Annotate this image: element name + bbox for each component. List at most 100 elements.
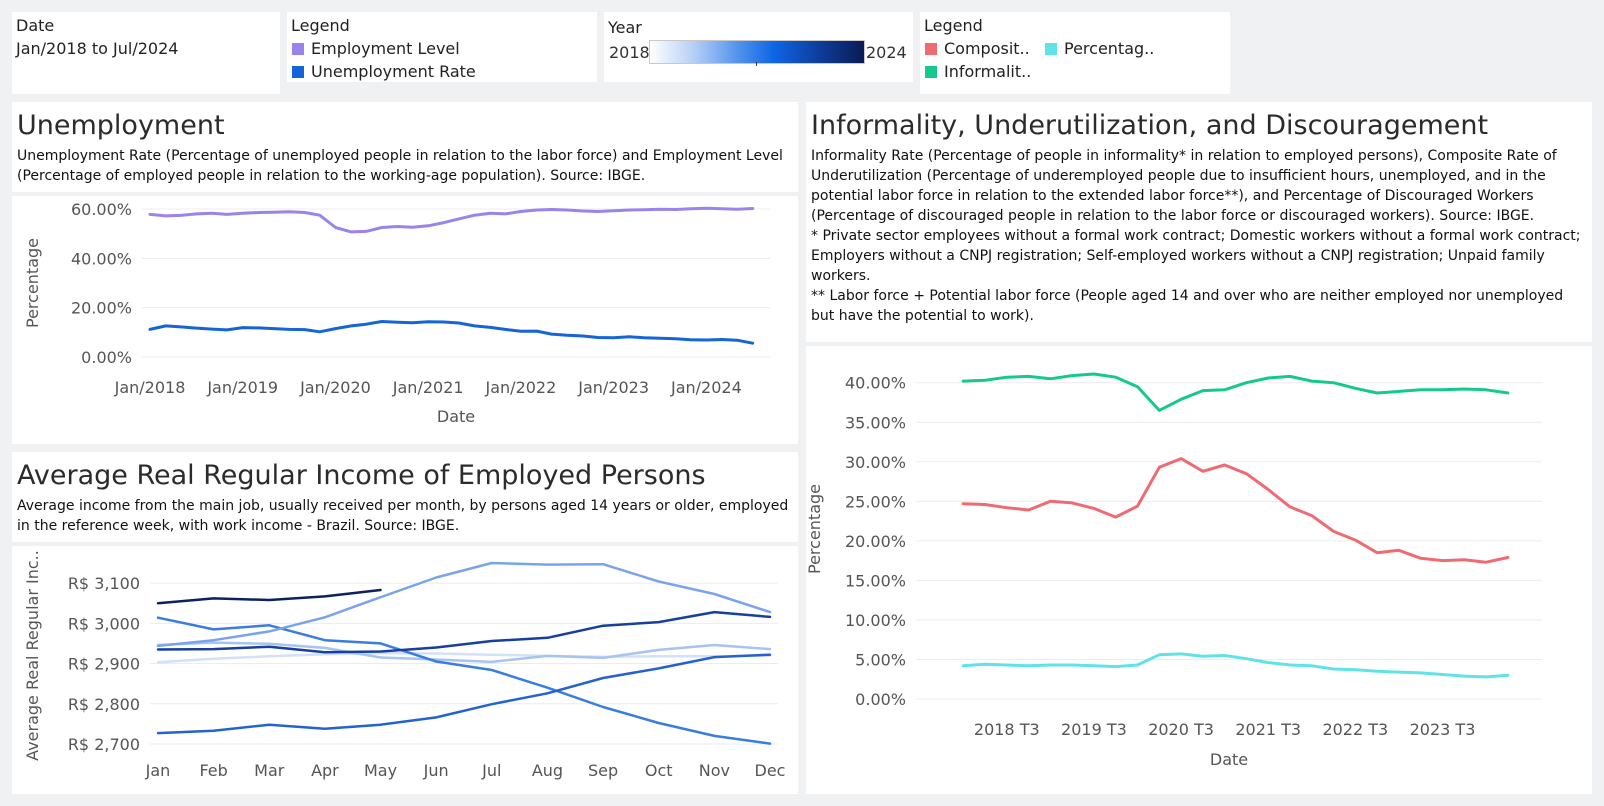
x-tick-label: Jan/2023 bbox=[577, 378, 649, 397]
informality-description-main: Informality Rate (Percentage of people i… bbox=[811, 148, 1557, 224]
year-color-scale: Year 2018 2024 bbox=[604, 12, 913, 82]
y-tick-label: 40.00% bbox=[71, 249, 132, 268]
y-tick-label: 10.00% bbox=[845, 611, 906, 630]
y-tick-label: 40.00% bbox=[845, 374, 906, 393]
series-line-informality-rate[interactable] bbox=[961, 372, 1510, 412]
date-filter[interactable]: Date Jan/2018 to Jul/2024 bbox=[12, 12, 280, 94]
legend-item-employment-level[interactable]: Employment Level bbox=[292, 39, 460, 58]
income-description: Average income from the main job, usuall… bbox=[17, 498, 789, 534]
income-chart-panel: R$ 2,700 R$ 2,800 R$ 2,900 R$ 3,000 R$ 3,100… bbox=[12, 546, 798, 794]
x-tick-label: Jan bbox=[145, 761, 171, 780]
unemployment-chart-panel: 0.00% 20.00% 40.00% 60.00% Jan/2018 Jan/2019 J… bbox=[12, 196, 798, 444]
year-gradient-bar[interactable] bbox=[649, 40, 865, 64]
y-tick-label: R$ 2,800 bbox=[68, 695, 140, 714]
series-line-unemployment-rate[interactable] bbox=[148, 320, 755, 345]
series-line-employment-level[interactable] bbox=[148, 206, 755, 234]
y-axis-title: Average Real Regular Inc.. bbox=[23, 550, 42, 761]
legend-swatch-percentage bbox=[1045, 43, 1057, 55]
legend-informality: Legend Composit.. Percentag.. Informalit… bbox=[920, 12, 1230, 94]
legend-item-label: Composit.. bbox=[944, 39, 1030, 58]
series-line-2024[interactable] bbox=[156, 588, 382, 605]
series-line-2020[interactable] bbox=[156, 616, 772, 745]
y-tick-label: 0.00% bbox=[81, 348, 132, 367]
x-tick-label: 2019 T3 bbox=[1061, 720, 1127, 739]
unemployment-header: Unemployment Unemployment Rate (Percenta… bbox=[12, 102, 798, 192]
series-line-2019[interactable] bbox=[156, 641, 772, 664]
series-line-percentage-of-discouraged-workers[interactable] bbox=[961, 652, 1510, 679]
informality-footnote-2: ** Labor force + Potential labor force (… bbox=[811, 288, 1564, 324]
x-tick-label: Oct bbox=[645, 761, 673, 780]
legend-swatch-employment-level bbox=[292, 43, 304, 55]
income-title: Average Real Regular Income of Employed … bbox=[17, 460, 706, 491]
x-tick-label: Nov bbox=[699, 761, 730, 780]
y-axis-title: Percentage bbox=[806, 484, 824, 574]
y-tick-label: R$ 3,100 bbox=[68, 574, 140, 593]
y-tick-label: 30.00% bbox=[845, 453, 906, 472]
y-tick-label: R$ 3,000 bbox=[68, 614, 140, 633]
x-tick-label: Apr bbox=[311, 761, 339, 780]
legend-swatch-unemployment-rate bbox=[292, 66, 304, 78]
date-filter-label: Date bbox=[16, 16, 55, 35]
legend-unemployment: Legend Employment Level Unemployment Rat… bbox=[287, 12, 597, 82]
y-tick-label: 20.00% bbox=[845, 532, 906, 551]
unemployment-chart[interactable]: 0.00% 20.00% 40.00% 60.00% Jan/2018 Jan/2019 J… bbox=[12, 196, 798, 444]
year-scale-min: 2018 bbox=[609, 43, 650, 62]
y-axis-title: Percentage bbox=[23, 238, 42, 328]
informality-chart[interactable]: 0.00% 5.00% 10.00% 15.00% 20.00% 25.00% 30.00%… bbox=[805, 346, 1592, 794]
x-tick-label: Mar bbox=[254, 761, 285, 780]
x-tick-label: Jan/2021 bbox=[392, 378, 464, 397]
y-tick-label: R$ 2,700 bbox=[68, 735, 140, 754]
legend-item-informality[interactable]: Informalit.. bbox=[925, 62, 1031, 81]
x-tick-label: Sep bbox=[588, 761, 618, 780]
y-tick-label: 60.00% bbox=[71, 200, 132, 219]
legend-informality-label: Legend bbox=[924, 16, 983, 35]
x-axis-title: Date bbox=[1210, 750, 1248, 769]
series-line-2023[interactable] bbox=[156, 610, 772, 654]
income-chart[interactable]: R$ 2,700 R$ 2,800 R$ 2,900 R$ 3,000 R$ 3,100… bbox=[12, 546, 798, 794]
series-line-2021[interactable] bbox=[156, 653, 772, 735]
informality-description: Informality Rate (Percentage of people i… bbox=[811, 146, 1587, 326]
income-header: Average Real Regular Income of Employed … bbox=[12, 452, 798, 542]
legend-item-composite[interactable]: Composit.. bbox=[925, 39, 1030, 58]
y-tick-label: 25.00% bbox=[845, 492, 906, 511]
informality-footnote-1: * Private sector employees without a for… bbox=[811, 228, 1581, 284]
x-axis-title: Date bbox=[437, 407, 475, 426]
y-tick-label: 15.00% bbox=[845, 571, 906, 590]
legend-item-unemployment-rate[interactable]: Unemployment Rate bbox=[292, 62, 476, 81]
legend-item-percentage[interactable]: Percentag.. bbox=[1045, 39, 1154, 58]
x-tick-label: Jul bbox=[481, 761, 501, 780]
informality-chart-panel: 0.00% 5.00% 10.00% 15.00% 20.00% 25.00% 30.00%… bbox=[805, 346, 1592, 794]
x-tick-label: Jan/2020 bbox=[299, 378, 371, 397]
date-filter-value[interactable]: Jan/2018 to Jul/2024 bbox=[16, 39, 179, 58]
x-tick-label: Jan/2019 bbox=[206, 378, 278, 397]
x-tick-label: May bbox=[364, 761, 397, 780]
legend-item-label: Informalit.. bbox=[944, 62, 1032, 81]
y-tick-label: 5.00% bbox=[855, 650, 906, 669]
y-tick-label: 0.00% bbox=[855, 690, 906, 709]
series-line-composite-rate-of-underutilization[interactable] bbox=[961, 457, 1510, 564]
informality-header: Informality, Underutilization, and Disco… bbox=[806, 102, 1592, 342]
y-tick-label: R$ 2,900 bbox=[68, 655, 140, 674]
legend-unemployment-label: Legend bbox=[291, 16, 350, 35]
x-tick-label: 2021 T3 bbox=[1235, 720, 1301, 739]
legend-item-label: Percentag.. bbox=[1064, 39, 1155, 58]
x-tick-label: Feb bbox=[199, 761, 227, 780]
x-tick-label: 2018 T3 bbox=[974, 720, 1040, 739]
year-gradient-tick bbox=[756, 62, 757, 66]
series-line-2018[interactable] bbox=[156, 651, 772, 664]
legend-swatch-informality bbox=[925, 66, 937, 78]
legend-item-label: Employment Level bbox=[311, 39, 460, 58]
x-tick-label: Jun bbox=[423, 761, 449, 780]
x-tick-label: Jan/2018 bbox=[114, 378, 186, 397]
informality-title: Informality, Underutilization, and Disco… bbox=[811, 110, 1489, 141]
x-tick-label: Jan/2024 bbox=[670, 378, 742, 397]
x-tick-label: 2020 T3 bbox=[1148, 720, 1214, 739]
unemployment-description: Unemployment Rate (Percentage of unemplo… bbox=[17, 148, 783, 184]
series-line-2022[interactable] bbox=[156, 561, 772, 648]
x-tick-label: Aug bbox=[532, 761, 563, 780]
legend-swatch-composite bbox=[925, 43, 937, 55]
legend-item-label: Unemployment Rate bbox=[311, 62, 476, 81]
y-tick-label: 35.00% bbox=[845, 413, 906, 432]
y-tick-label: 20.00% bbox=[71, 299, 132, 318]
x-tick-label: Jan/2022 bbox=[485, 378, 557, 397]
